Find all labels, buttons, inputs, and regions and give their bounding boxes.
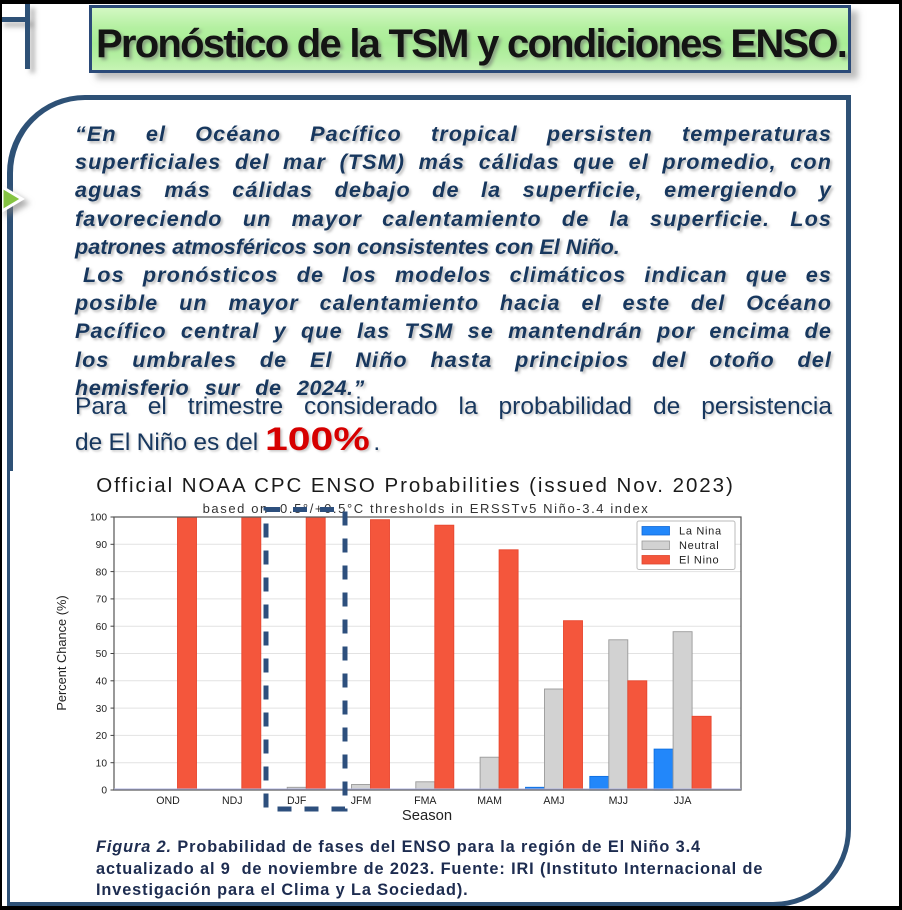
svg-text:NDJ: NDJ: [222, 795, 243, 807]
svg-text:90: 90: [96, 540, 108, 551]
svg-text:70: 70: [96, 595, 108, 606]
svg-text:Neutral: Neutral: [679, 540, 719, 552]
svg-text:Season: Season: [402, 808, 452, 824]
svg-text:10: 10: [96, 758, 108, 769]
svg-text:0: 0: [101, 786, 107, 797]
svg-text:100: 100: [90, 513, 107, 524]
svg-text:MAM: MAM: [477, 795, 502, 807]
svg-text:80: 80: [96, 567, 108, 578]
svg-text:30: 30: [96, 704, 108, 715]
svg-text:20: 20: [96, 731, 108, 742]
svg-text:El Nino: El Nino: [679, 555, 719, 567]
svg-text:Official NOAA CPC ENSO Probabi: Official NOAA CPC ENSO Probabilities (is…: [96, 474, 735, 497]
svg-text:JJA: JJA: [674, 795, 693, 807]
svg-text:50: 50: [96, 649, 108, 660]
svg-text:60: 60: [96, 622, 108, 633]
svg-text:based on -0.5°/+0.5°C threshol: based on -0.5°/+0.5°C thresholds in ERSS…: [203, 501, 650, 516]
svg-text:40: 40: [96, 677, 108, 688]
svg-text:AMJ: AMJ: [543, 795, 564, 807]
svg-text:DJF: DJF: [287, 795, 307, 807]
svg-text:JFM: JFM: [351, 795, 372, 807]
svg-text:MJJ: MJJ: [609, 795, 628, 807]
svg-text:Percent Chance (%): Percent Chance (%): [54, 595, 69, 710]
svg-text:La Nina: La Nina: [679, 526, 722, 538]
svg-text:OND: OND: [156, 795, 180, 807]
svg-text:FMA: FMA: [414, 795, 437, 807]
